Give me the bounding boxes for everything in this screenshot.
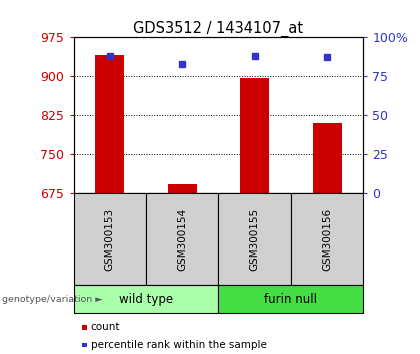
Text: wild type: wild type — [119, 293, 173, 306]
Text: count: count — [91, 322, 120, 332]
Text: GSM300154: GSM300154 — [177, 207, 187, 270]
Text: furin null: furin null — [264, 293, 318, 306]
Text: percentile rank within the sample: percentile rank within the sample — [91, 340, 267, 350]
Text: genotype/variation ►: genotype/variation ► — [2, 295, 102, 304]
Bar — [95, 55, 124, 193]
Text: GSM300153: GSM300153 — [105, 207, 115, 270]
Bar — [168, 184, 197, 193]
Bar — [240, 78, 269, 193]
Bar — [312, 123, 341, 193]
Text: GSM300155: GSM300155 — [249, 207, 260, 270]
Text: GSM300156: GSM300156 — [322, 207, 332, 270]
Title: GDS3512 / 1434107_at: GDS3512 / 1434107_at — [133, 21, 304, 37]
